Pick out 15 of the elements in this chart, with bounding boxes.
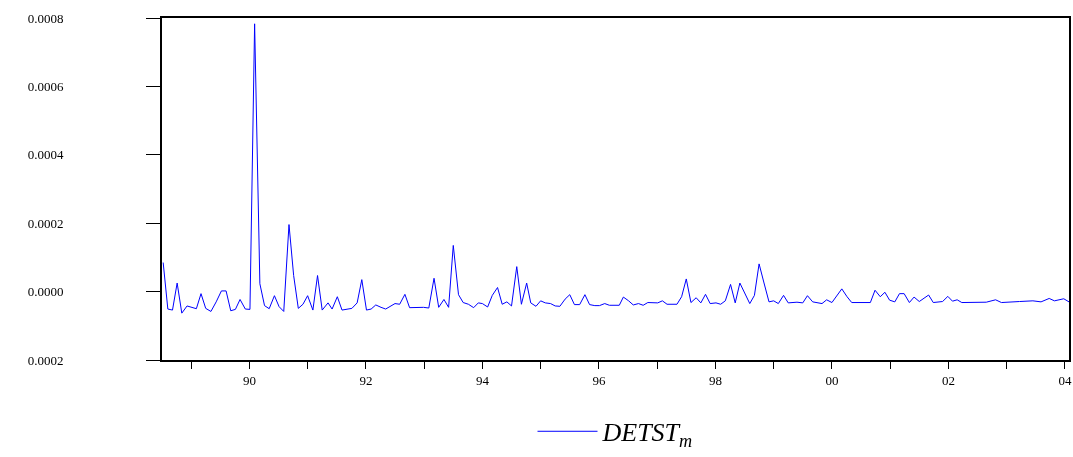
y-tick-label: 0.0006 [27, 78, 64, 94]
y-tick-label: 0.0004 [27, 147, 64, 163]
x-tick-label: 92 [359, 372, 373, 388]
x-tick-label: 04 [1058, 372, 1072, 388]
legend-label: DETST$_{m}$ [601, 418, 693, 451]
y-tick-label: 0.0008 [27, 10, 64, 26]
x-tick-label: 00 [825, 372, 839, 388]
y-tick-label: 0.0002 [27, 215, 64, 231]
x-tick-label: 94 [475, 372, 490, 388]
y-tick-label: 0.0000 [27, 284, 64, 300]
y-tick-label: 0.0002 [27, 352, 64, 368]
x-tick-label: 98 [708, 372, 722, 388]
x-tick-label: 02 [941, 372, 955, 388]
x-tick-label: 96 [592, 372, 606, 388]
x-tick-label: 90 [242, 372, 256, 388]
